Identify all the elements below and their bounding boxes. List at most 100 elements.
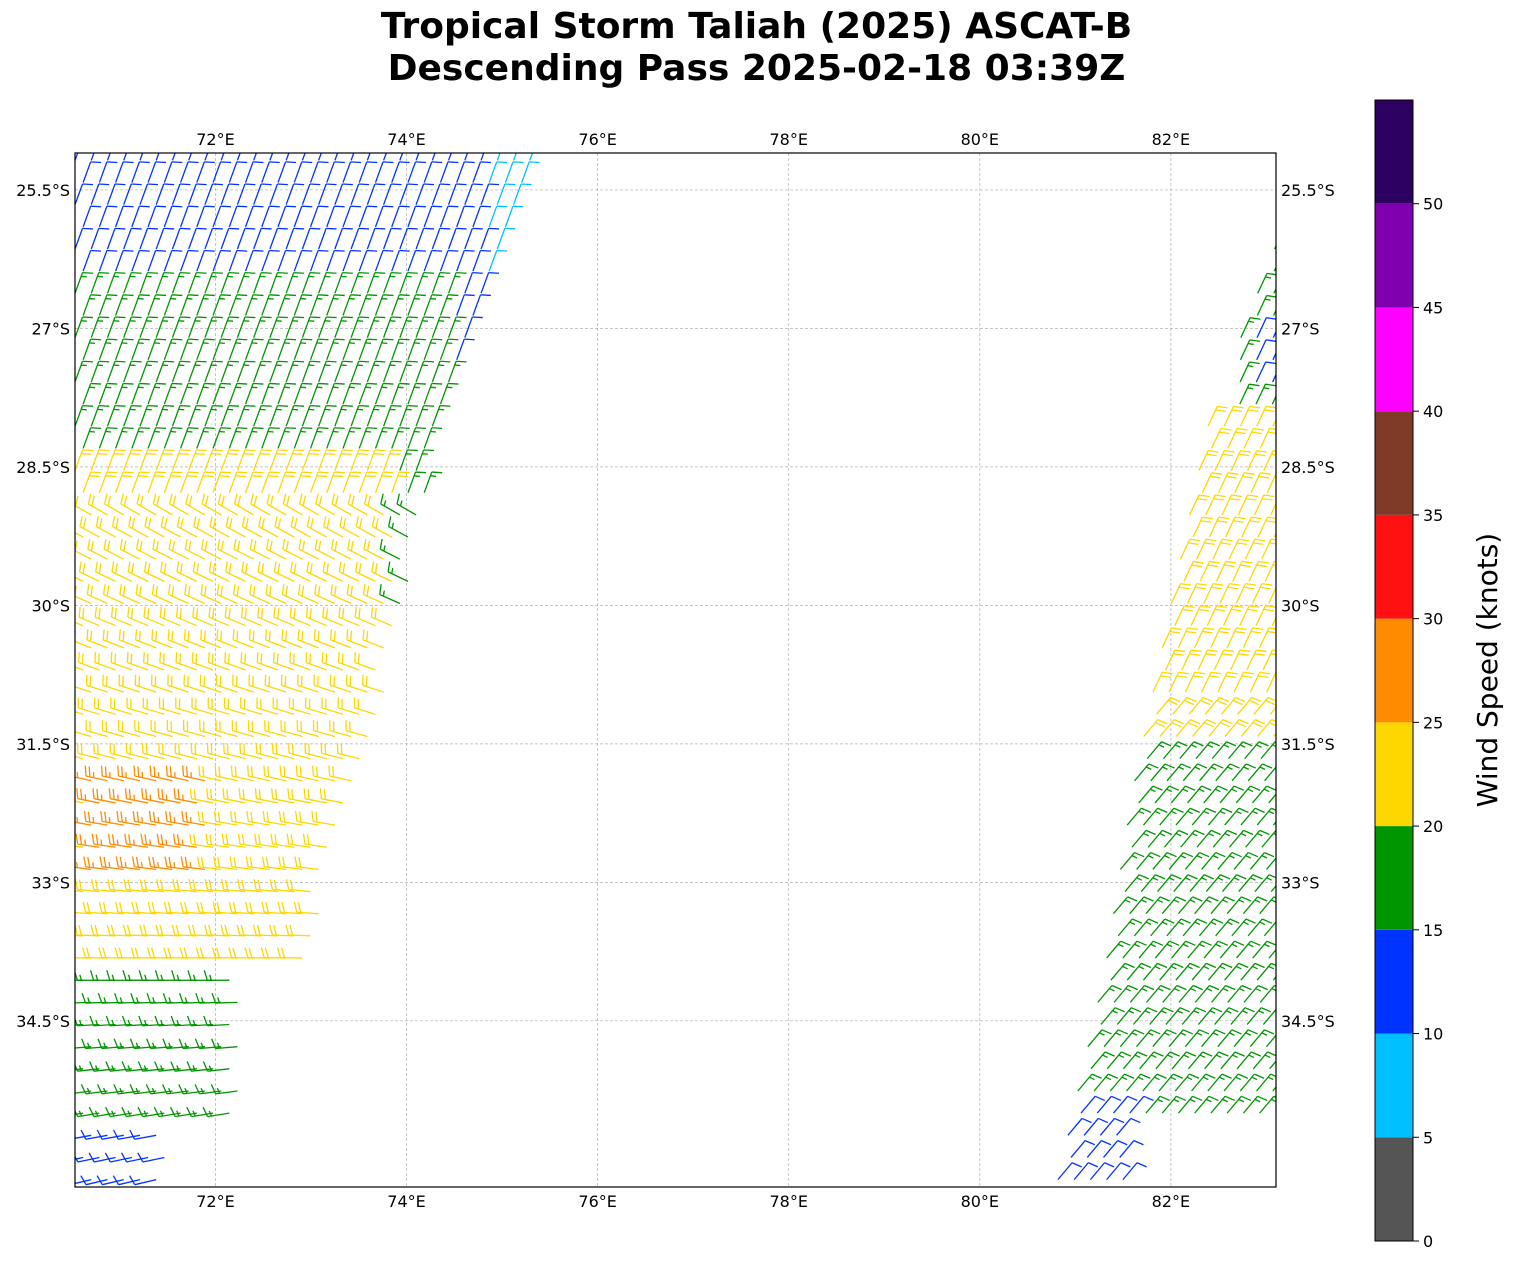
- barb-flag: [1231, 409, 1243, 413]
- barb-flag: [334, 205, 345, 208]
- barb-flag: [155, 382, 167, 385]
- barb-flag: [1245, 763, 1257, 769]
- barb-flag: [1172, 1073, 1184, 1079]
- barb-flag: [75, 493, 76, 495]
- wind-barb: [106, 227, 126, 250]
- barb-staff: [102, 1178, 124, 1186]
- barb-flag: [1281, 410, 1291, 412]
- wind-barb: [155, 924, 181, 937]
- barb-flag: [281, 902, 286, 913]
- barb-half-flag: [1138, 965, 1145, 970]
- wind-barb: [1086, 1140, 1112, 1158]
- wind-barb: [241, 516, 263, 538]
- barb-half-flag: [1118, 1054, 1125, 1059]
- wind-barb: [86, 629, 108, 649]
- barb-flag: [277, 608, 280, 619]
- wind-barb: [301, 153, 306, 161]
- wind-barb: [415, 316, 435, 338]
- wind-barb: [90, 183, 110, 205]
- barb-flag: [194, 1038, 200, 1049]
- barb-flag: [143, 879, 148, 891]
- wind-barb: [75, 531, 84, 538]
- barb-half-flag: [1261, 1032, 1268, 1036]
- barb-flag: [179, 272, 191, 274]
- barb-flag: [354, 652, 357, 663]
- wind-barb: [139, 924, 165, 937]
- wind-barb: [116, 810, 141, 826]
- wind-barb: [75, 911, 92, 915]
- wind-barb: [1214, 450, 1235, 471]
- barb-half-flag: [1287, 1099, 1292, 1101]
- barb-flag: [204, 338, 215, 341]
- barb-flag: [228, 183, 240, 186]
- barb-half-flag: [1238, 899, 1245, 903]
- barb-staff: [98, 205, 108, 228]
- barb-flag: [179, 608, 182, 619]
- wind-barb: [147, 471, 167, 493]
- wind-barb: [75, 780, 76, 781]
- barb-staff: [1268, 948, 1276, 959]
- wind-barb: [192, 561, 214, 582]
- barb-flag: [128, 834, 131, 845]
- barb-flag: [382, 205, 394, 208]
- barb-flag: [188, 879, 192, 890]
- wind-barb: [86, 584, 108, 605]
- barb-flag: [1199, 1029, 1210, 1035]
- barb-flag: [115, 856, 119, 867]
- wind-barb: [244, 471, 264, 493]
- barb-staff: [75, 755, 84, 760]
- wind-barb: [278, 810, 303, 826]
- barb-staff: [464, 272, 473, 294]
- barb-half-flag: [143, 1110, 148, 1117]
- barb-flag: [1167, 699, 1178, 706]
- barb-flag: [163, 901, 168, 913]
- barb-flag: [1222, 807, 1233, 813]
- barb-flag: [1266, 317, 1276, 320]
- barb-staff: [439, 161, 449, 183]
- barb-flag: [323, 516, 327, 527]
- barb-flag: [1285, 628, 1295, 630]
- barb-flag: [188, 495, 193, 507]
- wind-barb: [321, 697, 344, 715]
- barb-flag: [301, 161, 313, 164]
- wind-barb: [263, 765, 287, 782]
- wind-barb: [196, 205, 215, 228]
- barb-flag: [1288, 720, 1298, 724]
- barb-flag: [1229, 918, 1240, 924]
- barb-flag: [366, 471, 378, 474]
- wind-barb: [152, 538, 173, 560]
- barb-flag: [1184, 605, 1195, 608]
- barb-flag: [350, 294, 361, 297]
- barb-flag: [171, 630, 174, 642]
- wind-barb: [318, 449, 337, 471]
- barb-half-flag: [1166, 788, 1173, 793]
- barb-staff: [106, 228, 116, 250]
- wind-barb: [212, 161, 232, 183]
- barb-flag: [291, 789, 294, 800]
- barb-flag: [323, 789, 326, 800]
- wind-barb: [285, 153, 290, 161]
- barb-half-flag: [1229, 1032, 1235, 1036]
- barb-flag: [289, 924, 294, 936]
- barb-half-flag: [78, 1065, 83, 1071]
- barb-flag: [281, 629, 284, 640]
- wind-barb: [181, 810, 206, 826]
- barb-flag: [119, 538, 123, 550]
- barb-half-flag: [1285, 966, 1290, 968]
- wind-barb: [217, 493, 238, 516]
- barb-flag: [1213, 497, 1224, 501]
- wind-barb: [1201, 1029, 1226, 1048]
- barb-flag: [257, 561, 261, 572]
- barb-flag: [292, 453, 303, 455]
- barb-flag: [253, 540, 257, 552]
- wind-barb: [407, 471, 426, 493]
- barb-flag: [309, 608, 312, 619]
- barb-flag: [1270, 962, 1276, 967]
- wind-barb: [139, 879, 165, 893]
- barb-flag: [248, 629, 251, 640]
- barb-flag: [351, 495, 355, 507]
- wind-barb: [159, 606, 181, 627]
- barb-half-flag: [124, 816, 127, 823]
- colorbar-tick-label: 25: [1423, 713, 1443, 732]
- barb-flag: [1239, 649, 1251, 653]
